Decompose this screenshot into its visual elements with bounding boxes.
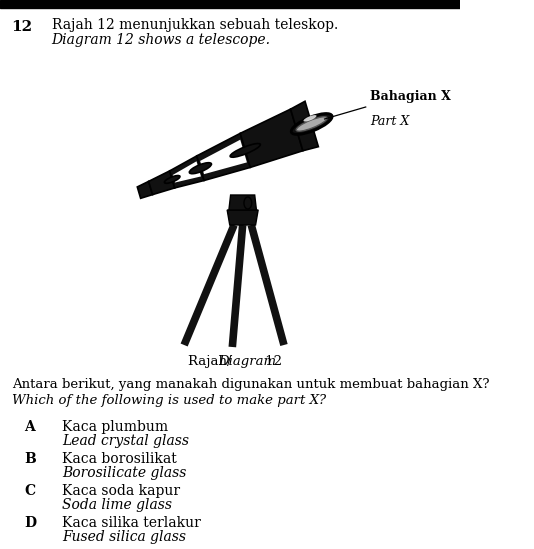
- Text: Lead crystal glass: Lead crystal glass: [62, 434, 189, 448]
- Text: Kaca plumbum: Kaca plumbum: [62, 420, 168, 434]
- Text: Soda lime glass: Soda lime glass: [62, 498, 172, 512]
- Text: Diagram: Diagram: [218, 355, 276, 368]
- Polygon shape: [172, 161, 201, 183]
- Polygon shape: [170, 156, 204, 188]
- Text: Diagram 12 shows a telescope.: Diagram 12 shows a telescope.: [52, 33, 271, 47]
- Text: Kaca soda kapur: Kaca soda kapur: [62, 484, 180, 498]
- Polygon shape: [148, 171, 175, 195]
- Text: B: B: [24, 452, 36, 466]
- Text: Kaca silika terlakur: Kaca silika terlakur: [62, 516, 201, 530]
- Polygon shape: [197, 133, 250, 181]
- Ellipse shape: [303, 115, 317, 121]
- Polygon shape: [137, 181, 153, 198]
- Ellipse shape: [190, 163, 211, 173]
- Text: A: A: [24, 420, 35, 434]
- Text: Kaca borosilikat: Kaca borosilikat: [62, 452, 177, 466]
- Text: 12: 12: [11, 20, 33, 34]
- Text: Borosilicate glass: Borosilicate glass: [62, 466, 186, 480]
- Text: C: C: [24, 484, 35, 498]
- Polygon shape: [227, 210, 258, 225]
- Text: 12: 12: [261, 355, 282, 368]
- Polygon shape: [240, 109, 303, 167]
- Polygon shape: [200, 139, 247, 174]
- Text: Bahagian X: Bahagian X: [370, 90, 451, 103]
- Ellipse shape: [244, 197, 252, 209]
- Text: Rajah 12 menunjukkan sebuah teleskop.: Rajah 12 menunjukkan sebuah teleskop.: [52, 18, 338, 32]
- Text: Part X: Part X: [370, 115, 409, 128]
- Text: Rajah/: Rajah/: [187, 355, 235, 368]
- Text: Which of the following is used to make part X?: Which of the following is used to make p…: [12, 394, 326, 407]
- Ellipse shape: [230, 143, 261, 157]
- Ellipse shape: [291, 114, 332, 135]
- Polygon shape: [229, 195, 256, 210]
- Text: Fused silica glass: Fused silica glass: [62, 530, 186, 544]
- Text: Antara berikut, yang manakah digunakan untuk membuat bahagian X?: Antara berikut, yang manakah digunakan u…: [12, 378, 490, 391]
- Ellipse shape: [296, 117, 327, 131]
- Ellipse shape: [164, 176, 180, 183]
- Text: D: D: [24, 516, 36, 530]
- Polygon shape: [290, 101, 318, 151]
- Bar: [0, 0, 459, 8]
